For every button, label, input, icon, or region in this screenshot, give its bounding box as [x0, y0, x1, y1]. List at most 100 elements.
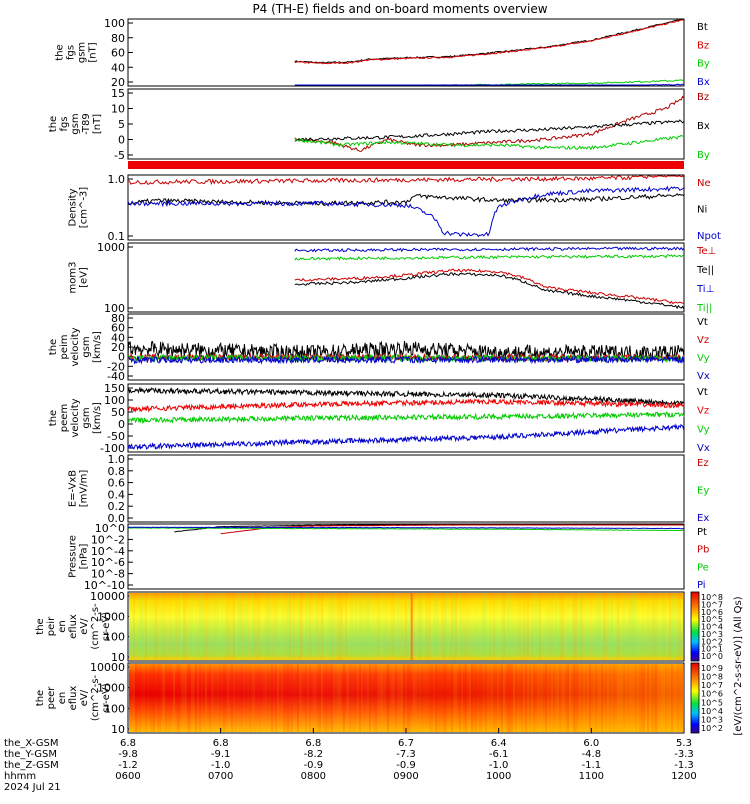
ylabel-line: E=-VxB: [68, 470, 79, 507]
spectrogram-column: [549, 664, 551, 732]
spectrogram-column: [673, 664, 675, 732]
legend-entry: Vz: [697, 406, 709, 417]
spectrogram-column: [497, 593, 499, 660]
legend-entry: Npot: [697, 231, 721, 242]
spectrogram-column: [507, 593, 509, 660]
spectrogram-column: [415, 664, 417, 732]
spectrogram-column: [579, 593, 581, 660]
spectrogram-column: [289, 593, 291, 660]
spectrogram-column: [567, 593, 569, 660]
spectrogram-column: [443, 664, 445, 732]
spectrogram-column: [195, 593, 197, 660]
spectrogram-column: [407, 593, 409, 660]
spectrogram-column: [473, 664, 475, 732]
spectrogram-column: [619, 593, 621, 660]
ylabel-line: [nT]: [88, 42, 99, 62]
spectrogram-column: [497, 664, 499, 732]
spectrogram-column: [665, 593, 667, 660]
spectrogram-column: [639, 664, 641, 732]
legend-entry: Bz: [697, 40, 709, 51]
ephemeris-value: -1.0: [489, 760, 509, 771]
ylabel-line: the: [48, 116, 59, 132]
series-line-Npot: [127, 185, 685, 238]
spectrogram-column: [471, 593, 473, 660]
spectrogram-column: [317, 664, 319, 732]
ephemeris-value: 6.8: [305, 738, 321, 749]
spectrogram-column: [541, 593, 543, 660]
legend-entry: Ti⊥: [696, 284, 714, 295]
ylabel-line: [nT]: [92, 114, 103, 134]
spectrogram-column: [293, 664, 295, 732]
spectrogram-column: [165, 664, 167, 732]
panel-fgs_gsm_detrended: the fgs gsm -T89 [nT] 15 10 5 0 -5 Bz Bx By: [48, 87, 710, 162]
ylabel-line: gsm: [70, 113, 81, 134]
spectrogram-column: [259, 664, 261, 732]
spectrogram-column: [651, 593, 653, 660]
ytick-label: 80: [111, 312, 125, 325]
ytick-label: 1000: [97, 610, 125, 623]
date-label: 2024 Jul 21: [4, 782, 61, 793]
ytick-label: 10^-6: [91, 556, 125, 569]
spectrogram-column: [629, 664, 631, 732]
spectrogram-column: [539, 593, 541, 660]
ytick-label: 0.6: [108, 477, 126, 490]
spectrogram-column: [131, 664, 133, 732]
ephemeris-value: -1.0: [211, 760, 231, 771]
ylabel-line: peer: [46, 686, 57, 710]
spectrogram-column: [489, 593, 491, 660]
ytick-label: 100: [104, 702, 125, 715]
ephemeris-value: -9.8: [118, 749, 138, 760]
spectrogram-column: [411, 664, 413, 732]
spectrogram-column: [517, 664, 519, 732]
spectrogram-column: [171, 593, 173, 660]
series-line-Te: [294, 268, 685, 305]
spectrogram-column: [367, 664, 369, 732]
ytick-label: 0: [118, 134, 125, 147]
spectrogram-column: [223, 593, 225, 660]
spectrogram-column: [449, 664, 451, 732]
spectrogram-column: [657, 593, 659, 660]
spectrogram-column: [677, 593, 679, 660]
spectrogram-column: [543, 593, 545, 660]
spectrogram-column: [607, 593, 609, 660]
spectrogram-column: [589, 593, 591, 660]
spectrogram-column: [435, 593, 437, 660]
spectrogram-column: [601, 664, 603, 732]
spectrogram-column: [443, 593, 445, 660]
spectrogram-column: [377, 593, 379, 660]
spectrogram-column: [631, 593, 633, 660]
ylabel-line: the: [55, 44, 66, 60]
legend-entry: Te||: [696, 265, 714, 276]
spectrogram-column: [337, 664, 339, 732]
spectrogram-column: [585, 593, 587, 660]
spectrogram-column: [187, 664, 189, 732]
spectrogram-column: [573, 664, 575, 732]
spectrogram-column: [217, 593, 219, 660]
spectrogram-column: [655, 593, 657, 660]
spectrogram-column: [359, 593, 361, 660]
spectrogram-column: [483, 593, 485, 660]
colorbar-strip: [690, 591, 700, 662]
spectrogram-column: [255, 593, 257, 660]
spectrogram-column: [175, 593, 177, 660]
ephemeris-value: 5.3: [676, 738, 692, 749]
spectrogram-column: [539, 664, 541, 732]
ylabel-line: eV/: [79, 689, 90, 706]
ephemeris-value: -0.9: [396, 760, 416, 771]
spectrogram-column: [141, 593, 143, 660]
spectrogram-column: [381, 664, 383, 732]
spectrogram-column: [387, 664, 389, 732]
series-line-Ne: [127, 174, 685, 186]
spectrogram-column: [139, 593, 141, 660]
spectrogram-column: [645, 593, 647, 660]
spectrogram-column: [187, 593, 189, 660]
spectrogram-column: [203, 664, 205, 732]
spectrogram-column: [363, 664, 365, 732]
spectrogram-column: [675, 664, 677, 732]
spectrogram-column: [147, 664, 149, 732]
spectrogram-column: [565, 664, 567, 732]
spectrogram-column: [195, 664, 197, 732]
